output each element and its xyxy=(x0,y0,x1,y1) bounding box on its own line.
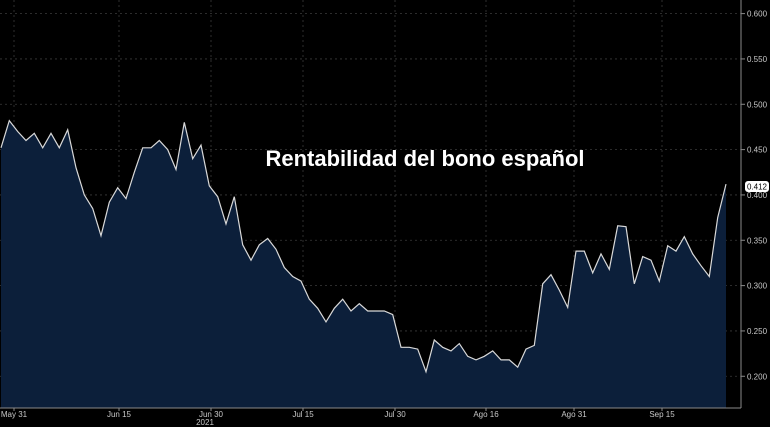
y-tick-label: 0.300 xyxy=(747,282,768,291)
y-tick-label: 0.450 xyxy=(747,146,768,155)
y-tick-label: 0.550 xyxy=(747,55,768,64)
last-value-badge: 0.412 xyxy=(745,181,769,192)
y-tick-label: 0.250 xyxy=(747,327,768,336)
x-tick-label: Ago 31 xyxy=(561,410,587,419)
last-value-label: 0.412 xyxy=(747,183,768,192)
x-tick-label: May 31 xyxy=(1,410,28,419)
yield-area xyxy=(1,120,726,408)
y-tick-label: 0.600 xyxy=(747,10,768,19)
x-tick-label: Ago 16 xyxy=(473,410,499,419)
x-year-label: 2021 xyxy=(196,418,214,427)
chart-title: Rentabilidad del bono español xyxy=(265,146,584,171)
x-tick-label: Jun 15 xyxy=(107,410,132,419)
y-tick-label: 0.200 xyxy=(747,372,768,381)
x-tick-label: Jul 15 xyxy=(292,410,314,419)
x-tick-label: Jun 30 xyxy=(199,410,224,419)
y-axis-ticks: 0.200 0.250 0.300 0.350 0.400 0.450 0.500 0.550… xyxy=(741,10,768,381)
y-tick-label: 0.500 xyxy=(747,100,768,109)
yield-line xyxy=(0,119,727,374)
x-tick-label: Jul 30 xyxy=(384,410,406,419)
x-tick-label: Sep 15 xyxy=(649,410,675,419)
y-tick-label: 0.400 xyxy=(747,191,768,200)
y-tick-label: 0.350 xyxy=(747,236,768,245)
x-axis-ticks: May 31 Jun 15 Jun 30 Jul 15 Jul 30 Ago 16 Ago … xyxy=(1,408,675,419)
